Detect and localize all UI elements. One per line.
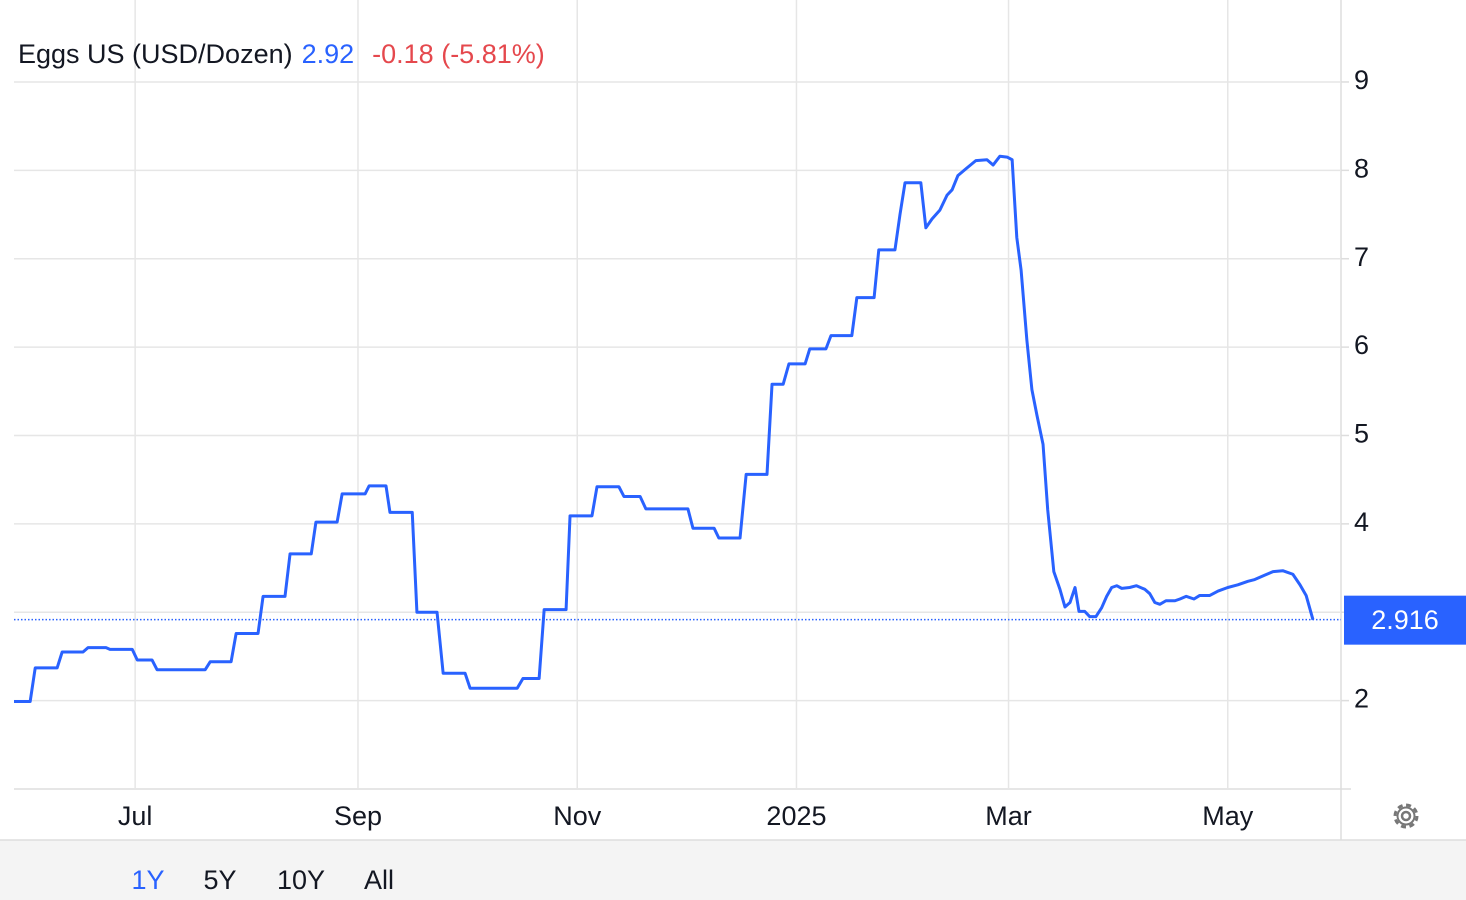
range-button[interactable]: 1Y [131,865,164,895]
last-price: 2.92 [302,39,355,69]
x-tick-label: May [1202,801,1254,831]
y-tick-label: 2 [1354,684,1369,714]
last-price-badge [1344,595,1466,645]
price-change: -0.18 (-5.81%) [372,39,545,69]
y-tick-label: 5 [1354,419,1369,449]
plot [14,154,1341,704]
x-tick-label: Jul [118,801,153,831]
x-tick-label: Mar [985,801,1032,831]
last-price-label: 2.916 [1371,605,1439,635]
price-line [14,154,1315,704]
y-tick-label: 8 [1354,153,1369,183]
chart-title: Eggs US (USD/Dozen) [18,39,293,69]
y-tick-label: 4 [1354,507,1369,537]
y-tick-label: 6 [1354,330,1369,360]
range-button[interactable]: 10Y [277,865,325,895]
settings-icon[interactable] [1393,803,1419,829]
range-bar [0,840,1466,900]
x-tick-label: Nov [553,801,602,831]
y-tick-label: 7 [1354,242,1369,272]
y-tick-label: 9 [1354,65,1369,95]
x-tick-label: Sep [334,801,382,831]
x-tick-label: 2025 [766,801,826,831]
range-button[interactable]: All [364,865,394,895]
grid [14,0,1349,789]
range-button[interactable]: 5Y [203,865,236,895]
